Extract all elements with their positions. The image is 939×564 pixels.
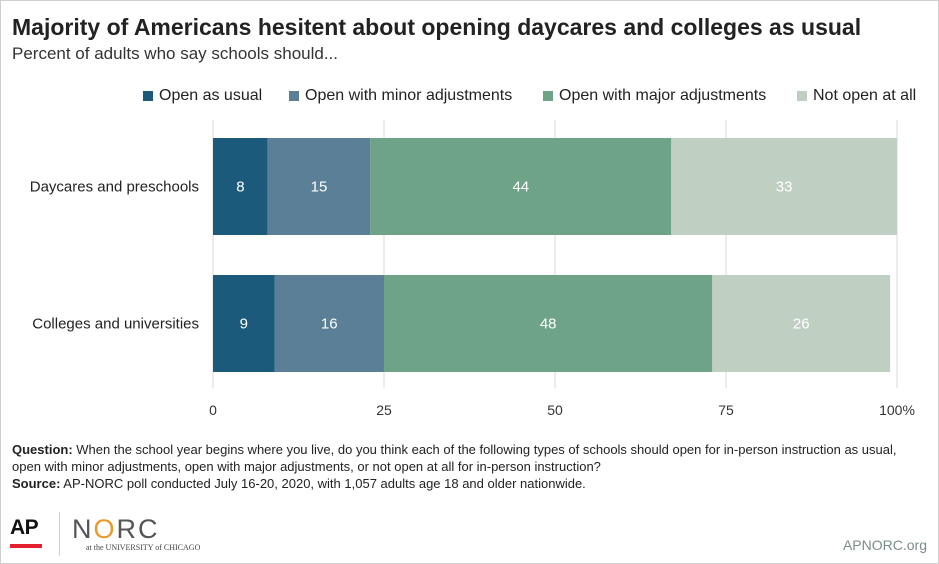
x-tick-label: 25 xyxy=(376,402,392,418)
question-text: When the school year begins where you li… xyxy=(12,442,897,474)
norc-logo: NORC xyxy=(72,514,160,544)
legend-swatch xyxy=(797,91,807,101)
data-label: 8 xyxy=(236,179,244,196)
legend-swatch xyxy=(289,91,299,101)
logo-divider xyxy=(59,512,60,556)
ap-logo-bar xyxy=(10,544,42,548)
category-label: Daycares and preschools xyxy=(30,179,199,196)
bar-segment xyxy=(274,275,384,372)
bar-segment xyxy=(384,275,713,372)
x-tick-label: 0 xyxy=(209,402,217,418)
legend-item-not-open: Not open at all xyxy=(797,87,916,105)
x-tick-label: 75 xyxy=(718,402,734,418)
x-tick-label: 100% xyxy=(879,402,915,418)
bar-segment xyxy=(370,138,672,235)
data-label: 33 xyxy=(776,179,793,196)
chart-title: Majority of Americans hesitent about ope… xyxy=(12,14,862,40)
x-tick-label: 50 xyxy=(547,402,563,418)
chart-subtitle: Percent of adults who say schools should… xyxy=(12,44,339,63)
stacked-bar-chart: 0 25 50 75 100% Daycares and preschools 8 15 44 3… xyxy=(30,120,915,418)
bar-segment xyxy=(267,138,371,235)
source-label: Source: xyxy=(12,476,61,491)
legend-item-open-as-usual: Open as usual xyxy=(143,87,262,105)
legend-swatch xyxy=(543,91,553,101)
data-label: 26 xyxy=(793,316,810,333)
data-label: 16 xyxy=(321,316,338,333)
bar-segment xyxy=(712,275,891,372)
legend-label: Open with minor adjustments xyxy=(305,87,513,104)
category-label: Colleges and universities xyxy=(32,316,199,333)
footnote: Question: When the school year begins wh… xyxy=(12,441,927,492)
legend-label: Open with major adjustments xyxy=(559,87,767,104)
data-label: 44 xyxy=(512,179,529,196)
data-label: 15 xyxy=(311,179,328,196)
legend-swatch xyxy=(143,91,153,101)
site-url: APNORC.org xyxy=(842,537,927,553)
legend-item-minor-adjustments: Open with minor adjustments xyxy=(289,87,512,105)
bar-segment xyxy=(671,138,897,235)
bar-segment xyxy=(213,138,268,235)
question-label: Question: xyxy=(12,442,73,457)
data-label: 48 xyxy=(540,316,557,333)
bar-segment xyxy=(213,275,275,372)
source-text: AP-NORC poll conducted July 16-20, 2020,… xyxy=(60,476,586,491)
chart-legend: Open as usual Open with minor adjustment… xyxy=(0,87,939,107)
legend-label: Not open at all xyxy=(813,87,917,104)
data-label: 9 xyxy=(240,316,248,333)
legend-label: Open as usual xyxy=(159,87,263,104)
norc-logo-subtitle: at the UNIVERSITY of CHICAGO xyxy=(86,543,201,552)
logos: AP NORC at the UNIVERSITY of CHICAGO xyxy=(10,510,250,556)
ap-logo: AP xyxy=(10,516,39,539)
legend-item-major-adjustments: Open with major adjustments xyxy=(543,87,766,105)
